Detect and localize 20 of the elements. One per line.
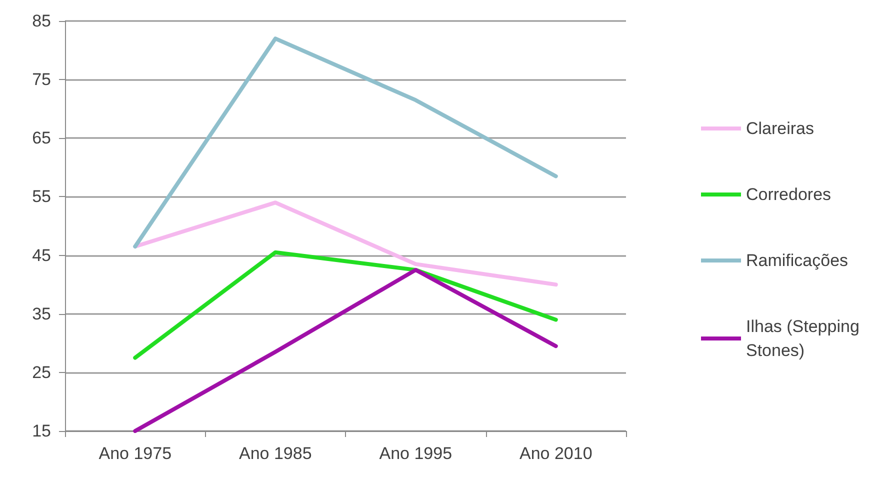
y-tick-label: 55 <box>32 187 51 206</box>
x-tick-label: Ano 1995 <box>379 444 452 463</box>
y-tick-label: 35 <box>32 304 51 324</box>
x-tick-label: Ano 2010 <box>519 444 592 463</box>
y-tick-label: 25 <box>32 362 51 382</box>
y-tick-label: 65 <box>32 128 51 148</box>
x-tick-label: Ano 1975 <box>98 444 172 463</box>
y-tick-label: 45 <box>32 246 51 265</box>
legend-label: Ramificações <box>746 251 848 270</box>
y-tick-label: 85 <box>32 12 51 30</box>
x-tick-label: Ano 1985 <box>238 444 312 463</box>
legend-label: Clareiras <box>746 119 814 138</box>
line-series <box>133 250 558 360</box>
line-series <box>133 268 558 433</box>
legend-label: Ilhas (Stepping Stones) <box>746 317 864 360</box>
line-series <box>133 36 558 248</box>
y-tick-label: 75 <box>32 70 51 90</box>
line-series <box>133 200 558 287</box>
legend-label: Corredores <box>746 185 832 204</box>
y-tick-label: 15 <box>32 422 51 440</box>
